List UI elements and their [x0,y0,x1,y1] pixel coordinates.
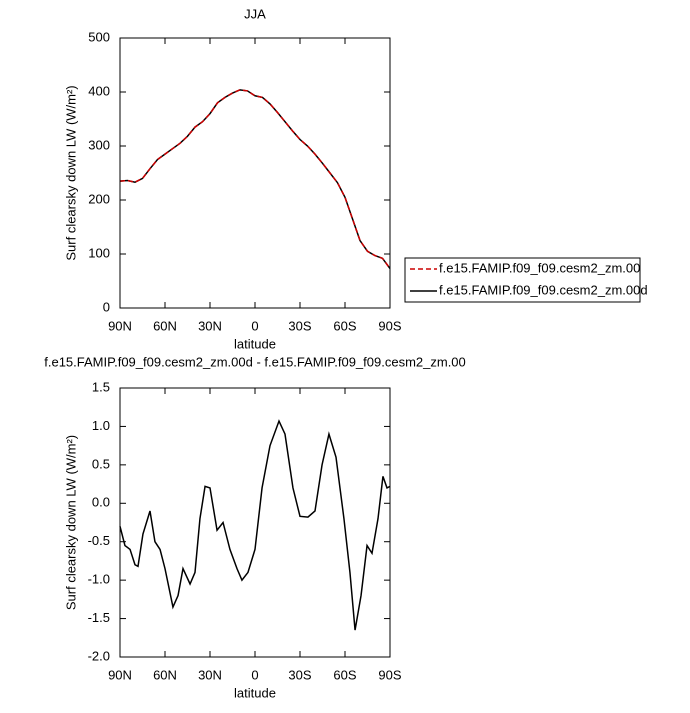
y-tick-label: 100 [88,245,110,260]
y-tick-label: 300 [88,137,110,152]
y-tick-label: 0.5 [92,456,110,471]
x-tick-label: 60S [333,318,356,333]
x-tick-label: 90S [378,667,401,682]
legend-label: f.e15.FAMIP.f09_f09.cesm2_zm.00 [439,260,640,275]
x-axis-label: latitude [234,336,276,351]
y-tick-label: 500 [88,29,110,44]
x-tick-label: 30N [198,318,222,333]
y-axis-label: Surf clearsky down LW (W/m²) [63,435,78,610]
y-tick-label: -1.5 [88,610,110,625]
x-tick-label: 60N [153,318,177,333]
plot-frame [119,387,391,658]
y-tick-label: 1.5 [92,379,110,394]
y-tick-label: -1.0 [88,572,110,587]
x-tick-label: 90N [108,318,132,333]
data-line [119,89,391,270]
data-line [119,419,391,631]
y-tick-label: -0.5 [88,533,110,548]
y-axis-label: Surf clearsky down LW (W/m²) [63,85,78,260]
x-tick-label: 30S [288,667,311,682]
x-tick-label: 0 [251,318,258,333]
legend-label: f.e15.FAMIP.f09_f09.cesm2_zm.00d [439,282,648,297]
x-tick-label: 30N [198,667,222,682]
x-tick-label: 90S [378,318,401,333]
data-line [119,89,391,270]
chart-title: JJA [244,6,266,21]
x-tick-label: 60N [153,667,177,682]
y-tick-label: 400 [88,83,110,98]
y-tick-label: -2.0 [88,648,110,663]
x-tick-label: 30S [288,318,311,333]
x-tick-label: 60S [333,667,356,682]
y-tick-label: 0 [103,299,110,314]
plot-frame [119,37,391,309]
x-tick-label: 90N [108,667,132,682]
chart-title: f.e15.FAMIP.f09_f09.cesm2_zm.00d - f.e15… [44,354,466,369]
legend-box [404,257,641,303]
y-tick-label: 200 [88,191,110,206]
x-tick-label: 0 [251,667,258,682]
y-tick-label: 0.0 [92,495,110,510]
y-tick-label: 1.0 [92,418,110,433]
x-axis-label: latitude [234,685,276,700]
